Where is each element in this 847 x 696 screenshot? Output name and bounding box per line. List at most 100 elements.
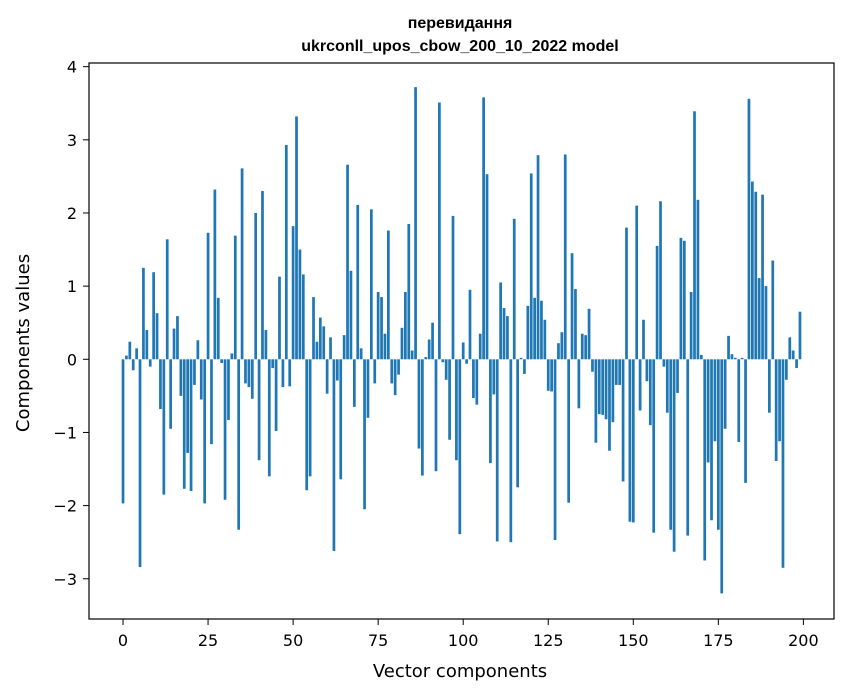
bar-54 [305, 359, 309, 491]
bar-68 [352, 359, 356, 407]
bar-137 [587, 308, 591, 360]
bar-124 [543, 319, 547, 360]
bar-107 [485, 174, 489, 360]
bar-32 [230, 353, 234, 360]
bar-20 [189, 359, 193, 491]
bar-165 [682, 240, 686, 360]
bar-81 [397, 359, 400, 375]
x-tick-label: 150 [618, 631, 649, 650]
bar-6 [142, 267, 145, 360]
bar-169 [696, 199, 700, 360]
bar-175 [716, 359, 720, 530]
bar-10 [155, 313, 159, 360]
bar-76 [380, 297, 383, 360]
bar-27 [213, 189, 217, 360]
bar-197 [791, 350, 795, 360]
y-tick-label: 0 [67, 350, 77, 369]
bar-92 [434, 359, 438, 472]
bar-83 [404, 291, 407, 360]
bar-56 [312, 297, 315, 360]
bar-192 [774, 359, 778, 461]
bar-88 [421, 359, 424, 476]
bar-108 [489, 359, 492, 464]
bar-14 [169, 359, 172, 429]
bar-162 [672, 359, 676, 552]
bar-176 [720, 359, 724, 594]
bar-183 [744, 359, 747, 483]
bar-146 [618, 359, 622, 385]
bar-155 [648, 359, 652, 426]
bar-186 [754, 191, 758, 360]
bar-34 [237, 359, 241, 530]
bar-21 [193, 359, 196, 385]
bar-133 [574, 289, 577, 360]
bar-48 [284, 144, 288, 360]
x-tick-label: 175 [703, 631, 734, 650]
bar-15 [172, 328, 176, 360]
bar-172 [706, 359, 710, 463]
bar-152 [638, 359, 642, 411]
bar-79 [390, 359, 394, 384]
bar-47 [281, 359, 285, 388]
bar-182 [740, 357, 744, 360]
bar-11 [159, 359, 162, 410]
plot-area-frame [88, 62, 835, 620]
bar-125 [546, 359, 550, 391]
bar-136 [584, 335, 588, 360]
bar-31 [227, 359, 230, 421]
bar-142 [604, 359, 608, 420]
bar-131 [567, 359, 571, 503]
bar-33 [233, 235, 237, 360]
bar-2 [128, 341, 132, 360]
bar-98 [455, 359, 458, 461]
bar-61 [329, 337, 332, 360]
bar-1 [125, 355, 128, 360]
bar-7 [145, 330, 149, 360]
y-axis-ticks: −3 −2 −1 0 1 2 3 4 [53, 58, 89, 589]
bar-28 [216, 297, 220, 360]
bar-132 [570, 253, 574, 360]
bar-62 [332, 359, 336, 551]
bar-195 [785, 359, 788, 380]
bar-130 [563, 154, 567, 360]
bar-58 [318, 317, 322, 360]
bar-128 [557, 343, 560, 360]
bar-86 [414, 87, 417, 360]
bar-95 [444, 359, 448, 380]
bar-123 [540, 300, 543, 360]
bar-17 [179, 359, 183, 396]
bar-119 [526, 305, 530, 360]
bar-22 [196, 340, 200, 360]
bar-77 [383, 333, 387, 360]
bar-72 [366, 359, 370, 418]
bar-104 [475, 359, 479, 405]
bar-171 [703, 359, 707, 561]
bar-52 [298, 249, 302, 360]
y-tick-label: 1 [67, 277, 77, 296]
bar-12 [162, 359, 166, 495]
bar-49 [288, 359, 292, 387]
bar-69 [356, 204, 360, 360]
x-axis-label: Vector components [373, 661, 547, 682]
bar-80 [393, 359, 397, 396]
x-tick-label: 100 [448, 631, 479, 650]
bar-18 [182, 359, 186, 489]
bar-46 [278, 276, 281, 360]
bar-150 [631, 359, 635, 523]
bar-66 [346, 164, 349, 360]
bar-89 [424, 357, 428, 360]
bar-39 [254, 212, 258, 360]
bar-139 [594, 359, 598, 443]
bar-102 [468, 289, 472, 360]
bar-116 [516, 359, 519, 488]
bar-121 [533, 297, 536, 360]
bar-40 [257, 359, 261, 461]
y-tick-label: 4 [67, 58, 77, 77]
bar-45 [274, 359, 278, 431]
bar-103 [472, 359, 475, 399]
bar-85 [410, 350, 414, 360]
bar-147 [621, 359, 625, 482]
bar-174 [713, 359, 717, 442]
bar-173 [710, 359, 713, 521]
